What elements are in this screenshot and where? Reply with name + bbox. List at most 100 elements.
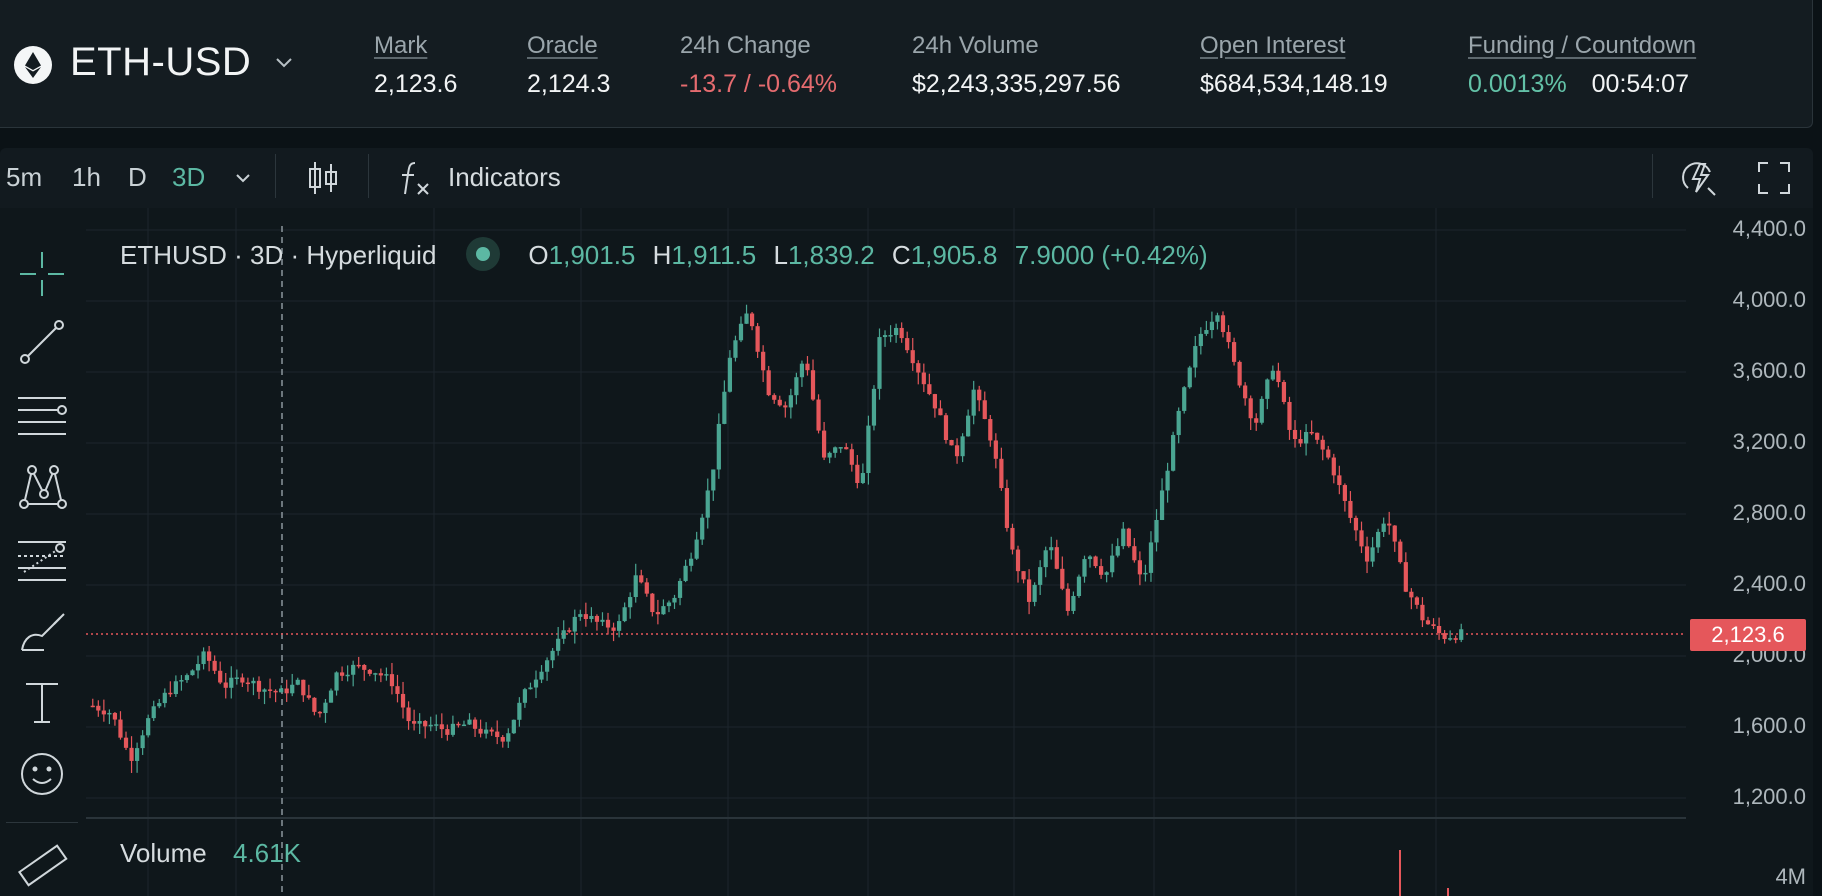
- legend-close: 1,905.8: [910, 240, 998, 270]
- horizontal-lines-icon[interactable]: [14, 386, 70, 442]
- candle-body: [1065, 588, 1070, 611]
- price-axis-label: 3,600.0: [1732, 358, 1806, 383]
- candle-body: [689, 558, 694, 566]
- candle-body: [960, 436, 965, 457]
- crosshair-icon[interactable]: [14, 246, 70, 302]
- volume-label: Volume: [120, 838, 207, 868]
- stat-value: $684,534,148.19: [1200, 70, 1388, 98]
- legend-low-key: L: [773, 240, 788, 270]
- market-header: ETH-USD Mark 2,123.6 Oracle 2,124.3 24h …: [0, 0, 1813, 128]
- candle-body: [727, 357, 733, 392]
- candle-body: [866, 425, 871, 474]
- candle-body: [1110, 555, 1115, 573]
- candle-body: [594, 615, 600, 622]
- pattern-icon[interactable]: [14, 458, 70, 514]
- legend-open-key: O: [528, 240, 549, 270]
- candle-body: [373, 673, 378, 675]
- stat-label[interactable]: Mark: [374, 32, 428, 59]
- price-axis-label: 1,600.0: [1732, 713, 1806, 738]
- candle-body: [301, 679, 306, 696]
- stat-funding: Funding / Countdown 0.0013% 00:54:07: [1468, 30, 1696, 104]
- market-selector[interactable]: ETH-USD: [70, 40, 252, 84]
- emoji-icon[interactable]: [14, 746, 70, 802]
- candle-body: [1187, 367, 1192, 388]
- fib-retracement-icon[interactable]: [14, 532, 70, 588]
- stat-label[interactable]: Open Interest: [1200, 32, 1346, 59]
- candle-body: [672, 597, 677, 603]
- candle-body: [467, 719, 472, 725]
- visibility-eye-icon[interactable]: [466, 237, 501, 272]
- candle-body: [616, 621, 622, 631]
- candle-body: [821, 430, 827, 458]
- candle-body: [1381, 523, 1386, 532]
- chart-pane[interactable]: [86, 208, 1813, 896]
- chevron-down-icon[interactable]: [234, 172, 252, 184]
- legend-symbol: ETHUSD · 3D · Hyperliquid: [120, 240, 437, 270]
- candle-body: [317, 711, 323, 714]
- alert-icon[interactable]: [1680, 158, 1718, 198]
- candle-body: [207, 651, 212, 661]
- candlestick-type-icon[interactable]: [306, 160, 340, 196]
- candle-body: [1171, 435, 1176, 471]
- candle-body: [899, 327, 904, 339]
- volume-value: 4.61K: [233, 838, 301, 868]
- timeframe-1h[interactable]: 1h: [72, 162, 101, 192]
- candle-body: [162, 692, 167, 704]
- candle-body: [1448, 638, 1453, 640]
- candle-body: [639, 575, 644, 583]
- candle-body: [827, 452, 832, 458]
- candle-body: [666, 602, 672, 607]
- candle-body: [805, 363, 810, 371]
- candle-body: [484, 729, 489, 734]
- toolbar-divider: [275, 154, 276, 198]
- candle-body: [511, 719, 516, 734]
- stat-value: $2,243,335,297.56: [912, 70, 1121, 98]
- brush-icon[interactable]: [14, 604, 70, 660]
- stat-label[interactable]: Funding / Countdown: [1468, 32, 1697, 59]
- eth-logo-icon[interactable]: [14, 46, 52, 84]
- candle-body: [722, 391, 727, 424]
- stat-label[interactable]: Oracle: [527, 32, 598, 59]
- chart-legend: ETHUSD · 3D · Hyperliquid O1,901.5 H1,911…: [120, 237, 1208, 274]
- candle-body: [1176, 410, 1181, 436]
- trend-line-icon[interactable]: [14, 314, 70, 370]
- candle-body: [633, 575, 638, 598]
- candle-body: [572, 616, 577, 632]
- stat-open-interest: Open Interest $684,534,148.19: [1200, 30, 1388, 104]
- candle-body: [1243, 385, 1248, 399]
- candle-body: [389, 674, 395, 687]
- candle-body: [378, 673, 383, 676]
- candle-body: [417, 721, 422, 724]
- candle-body: [423, 721, 428, 727]
- candle-body: [223, 682, 228, 688]
- legend-low: 1,839.2: [787, 240, 875, 270]
- candle-body: [445, 729, 450, 735]
- indicators-icon[interactable]: [398, 160, 432, 198]
- chevron-down-icon[interactable]: [274, 56, 294, 70]
- candle-body: [705, 490, 710, 518]
- candle-body: [1348, 500, 1353, 518]
- timeframe-d[interactable]: D: [128, 162, 147, 192]
- candle-body: [323, 702, 328, 714]
- ruler-icon[interactable]: [14, 838, 70, 894]
- candle-body: [943, 415, 949, 441]
- fullscreen-icon[interactable]: [1756, 160, 1792, 196]
- candle-body: [90, 705, 95, 708]
- candle-body: [777, 399, 782, 406]
- candle-body: [195, 664, 201, 671]
- candle-body: [694, 539, 699, 559]
- candle-body: [1331, 457, 1336, 476]
- text-icon[interactable]: [14, 674, 70, 730]
- candle-body: [888, 335, 893, 337]
- timeframe-3d[interactable]: 3D: [172, 162, 206, 192]
- candlestick-chart[interactable]: [86, 208, 1813, 896]
- timeframe-5m[interactable]: 5m: [6, 162, 43, 192]
- stat-24h-change: 24h Change -13.7 / -0.64%: [680, 30, 837, 104]
- candle-body: [1337, 475, 1342, 486]
- indicators-button[interactable]: Indicators: [448, 162, 561, 192]
- candle-body: [495, 731, 500, 738]
- candle-body: [982, 400, 987, 420]
- candle-body: [1159, 490, 1165, 520]
- candle-body: [1209, 321, 1215, 331]
- stat-label: 24h Change: [680, 32, 811, 59]
